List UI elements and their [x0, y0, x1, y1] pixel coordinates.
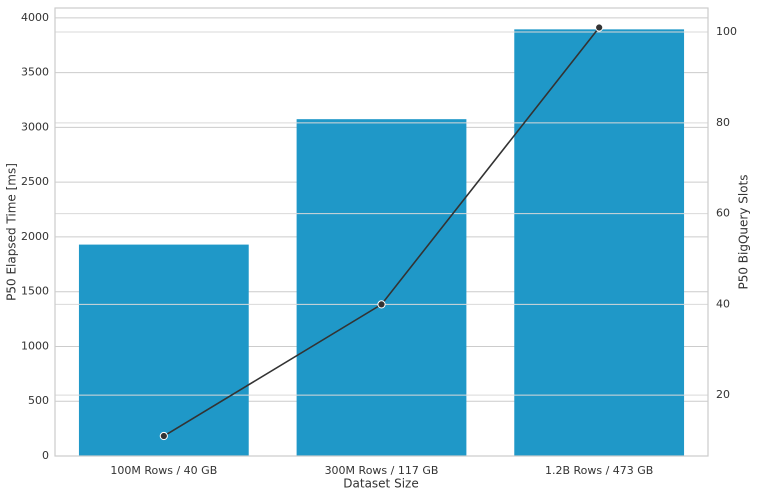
- y-tick-label: 3500: [21, 66, 49, 79]
- y-tick-label: 3000: [21, 120, 49, 133]
- y-tick-label: 1000: [21, 339, 49, 352]
- line-marker: [159, 431, 168, 441]
- y2-tick-label: 100: [716, 25, 737, 38]
- bar: [514, 29, 685, 457]
- y-tick-label: 0: [42, 449, 49, 462]
- y-tick-label: 1500: [21, 285, 49, 298]
- x-axis-title: Dataset Size: [343, 477, 418, 491]
- x-tick-label: 100M Rows / 40 GB: [110, 464, 217, 477]
- y-tick-label: 500: [28, 394, 49, 407]
- x-tick-label: 1.2B Rows / 473 GB: [545, 464, 653, 477]
- y2-tick-label: 20: [716, 388, 730, 401]
- y2-tick-label: 40: [716, 297, 730, 310]
- bar: [78, 244, 249, 456]
- line-marker: [595, 23, 604, 32]
- line-marker: [377, 300, 386, 309]
- y2-tick-label: 80: [716, 116, 730, 129]
- y-tick-label: 2000: [21, 230, 49, 243]
- plot-frame: [54, 7, 709, 457]
- y-tick-label: 2500: [21, 175, 49, 188]
- bar: [296, 119, 467, 457]
- y-tick-label: 4000: [21, 11, 49, 24]
- y2-axis-title: P50 BigQuery Slots: [737, 174, 751, 289]
- x-tick-label: 300M Rows / 117 GB: [325, 464, 439, 477]
- y-axis-title: P50 Elapsed Time [ms]: [5, 163, 19, 301]
- y2-tick-label: 60: [716, 207, 730, 220]
